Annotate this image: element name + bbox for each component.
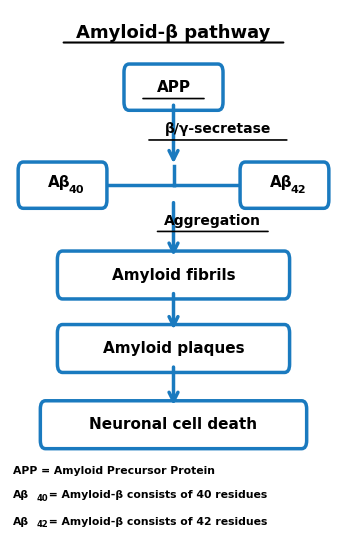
FancyBboxPatch shape — [57, 251, 290, 299]
Text: 42: 42 — [36, 520, 48, 529]
Text: Neuronal cell death: Neuronal cell death — [90, 417, 257, 432]
Text: APP = Amyloid Precursor Protein: APP = Amyloid Precursor Protein — [13, 466, 215, 476]
Text: = Amyloid-β consists of 40 residues: = Amyloid-β consists of 40 residues — [45, 491, 268, 501]
Text: APP: APP — [156, 80, 191, 95]
FancyBboxPatch shape — [40, 401, 307, 449]
Text: β/γ-secretase: β/γ-secretase — [165, 122, 271, 136]
Text: 40: 40 — [36, 494, 48, 503]
Text: Aβ: Aβ — [48, 175, 70, 190]
Text: Aβ: Aβ — [13, 516, 29, 526]
Text: Amyloid plaques: Amyloid plaques — [103, 341, 244, 356]
Text: Aβ: Aβ — [270, 175, 293, 190]
Text: = Amyloid-β consists of 42 residues: = Amyloid-β consists of 42 residues — [45, 516, 268, 526]
Text: Amyloid-β pathway: Amyloid-β pathway — [76, 24, 271, 42]
FancyBboxPatch shape — [124, 64, 223, 111]
Text: Aβ: Aβ — [13, 491, 29, 501]
Text: Aggregation: Aggregation — [164, 213, 261, 228]
FancyBboxPatch shape — [18, 162, 107, 208]
Text: 40: 40 — [68, 185, 84, 195]
FancyBboxPatch shape — [240, 162, 329, 208]
Text: 42: 42 — [290, 185, 306, 195]
FancyBboxPatch shape — [57, 324, 290, 372]
Text: Amyloid fibrils: Amyloid fibrils — [112, 267, 235, 283]
